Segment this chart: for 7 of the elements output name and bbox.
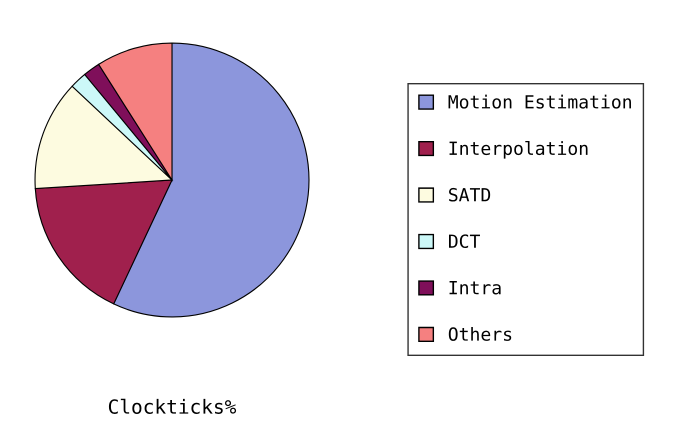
text: Clockticks% bbox=[108, 398, 236, 414]
legend-label: Intra bbox=[450, 281, 501, 294]
legend-label: Interpolation bbox=[450, 141, 588, 159]
legend-label: Others bbox=[448, 326, 512, 341]
legend-label: Motion Estimation bbox=[448, 94, 631, 109]
legend-label: DCT bbox=[448, 234, 480, 248]
legend-label: SATD bbox=[449, 188, 490, 202]
